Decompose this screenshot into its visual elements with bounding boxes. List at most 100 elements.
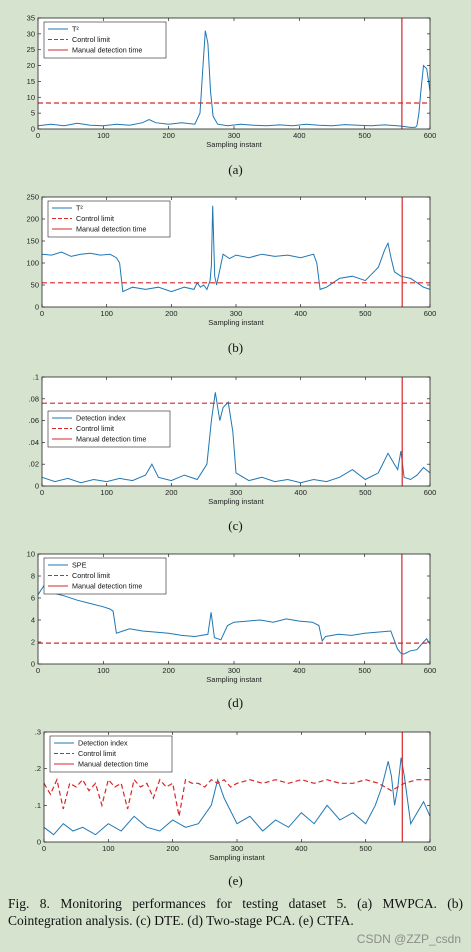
series-line-detection-index [43, 757, 431, 836]
y-tick-label: 200 [26, 215, 39, 224]
series-line-t [41, 205, 431, 293]
x-tick-label: 200 [166, 844, 179, 853]
x-tick-label: 200 [165, 309, 178, 318]
x-tick-label: 200 [162, 131, 175, 140]
x-tick-label: 400 [294, 309, 307, 318]
y-tick-label: 30 [27, 29, 35, 38]
x-tick-label: 100 [97, 666, 110, 675]
x-axis-label: Sampling instant [208, 318, 264, 327]
series-line-detection-index [41, 392, 431, 484]
legend-label: SPE [72, 561, 87, 570]
x-tick-label: 400 [295, 844, 308, 853]
legend-box [49, 735, 173, 773]
legend-box [43, 21, 167, 59]
x-tick-label: 300 [228, 131, 241, 140]
y-tick-label: .06 [29, 416, 39, 425]
figure-caption: Fig. 8. Monitoring performances for test… [8, 896, 463, 928]
x-tick-label: 500 [359, 844, 372, 853]
chart-panel-c: 0 100 200 300 400 500 600 0 .02 .04 .06 .08 .1 Sampli… [29, 373, 437, 507]
x-axis-label: Sampling instant [206, 140, 262, 149]
panel-label-d: (d) [227, 695, 244, 710]
chart-panel-a: 0 100 200 300 400 500 600 0 5 10 15 20 25 30 35 Samplin… [27, 14, 437, 150]
y-tick-label: 0 [35, 482, 39, 491]
legend-label: Manual detection time [72, 582, 142, 591]
y-tick-label: 0 [37, 838, 41, 847]
y-tick-label: .1 [33, 373, 39, 382]
charts-canvas: 0 100 200 300 400 500 60005101520253035Samplin… [26, 14, 437, 863]
x-tick-label: 100 [100, 488, 113, 497]
y-tick-label: 2 [31, 638, 35, 647]
legend-label: Detection index [78, 739, 128, 748]
panel-label-c: (c) [228, 518, 243, 533]
x-tick-label: 500 [358, 666, 371, 675]
legend-label: Control limit [78, 749, 116, 758]
x-tick-label: 600 [424, 666, 437, 675]
y-tick-label: 10 [27, 550, 35, 559]
x-tick-label: 500 [359, 309, 372, 318]
chart-panel-d: 0 100 200 300 400 500 600 0 2 4 6 8 10 Sampling insta… [27, 550, 437, 685]
x-tick-label: 100 [97, 131, 110, 140]
x-tick-label: 600 [424, 309, 437, 318]
x-tick-label: 500 [358, 131, 371, 140]
y-tick-label: 250 [26, 193, 39, 202]
x-tick-label: 600 [424, 844, 437, 853]
x-tick-label: 0 [42, 844, 46, 853]
legend-label: Control limit [76, 424, 114, 433]
y-tick-label: 0 [31, 660, 35, 669]
legend-label: Control limit [72, 35, 110, 44]
x-tick-label: 0 [36, 666, 40, 675]
x-tick-label: 100 [100, 309, 113, 318]
x-tick-label: 600 [424, 488, 437, 497]
y-tick-label: .3 [35, 728, 41, 737]
legend-label: Manual detection time [78, 760, 148, 769]
x-tick-label: 100 [102, 844, 115, 853]
x-tick-label: 600 [424, 131, 437, 140]
watermark: CSDN @ZZP_csdn [356, 932, 461, 946]
y-tick-label: 0 [35, 303, 39, 312]
y-tick-label: 150 [26, 237, 39, 246]
legend-label: Control limit [76, 214, 114, 223]
y-tick-label: .02 [29, 460, 39, 469]
x-tick-label: 400 [293, 666, 306, 675]
x-tick-label: 0 [40, 488, 44, 497]
panel-label-b: (b) [227, 340, 244, 355]
x-tick-label: 0 [40, 309, 44, 318]
y-tick-label: 15 [27, 77, 35, 86]
y-tick-label: 10 [27, 93, 35, 102]
legend-box [47, 410, 171, 448]
legend-box [43, 557, 167, 595]
y-tick-label: 6 [31, 594, 35, 603]
y-tick-label: 100 [26, 259, 39, 268]
legend-box [47, 200, 171, 238]
x-axis-label: Sampling instant [206, 675, 262, 684]
series-line-control-limit [43, 777, 430, 817]
x-tick-label: 300 [230, 309, 243, 318]
chart-panel-e: 0 100 200 300 400 500 600 0 .1 .2 .3 Sampling insta… [35, 728, 437, 863]
legend-label: Control limit [72, 571, 110, 580]
series-line-t [37, 30, 431, 128]
panel-label-e: (e) [228, 873, 243, 888]
x-tick-label: 300 [228, 666, 241, 675]
panel-label-a: (a) [228, 162, 243, 177]
y-tick-label: 5 [31, 109, 35, 118]
legend-label: T² [76, 204, 83, 213]
y-tick-label: 8 [31, 572, 35, 581]
x-tick-label: 200 [162, 666, 175, 675]
legend-label: Manual detection time [76, 435, 146, 444]
y-tick-label: 35 [27, 14, 35, 23]
y-tick-label: 25 [27, 45, 35, 54]
y-tick-label: 4 [31, 616, 35, 625]
x-axis-label: Sampling instant [209, 853, 265, 862]
x-tick-label: 200 [165, 488, 178, 497]
x-tick-label: 300 [231, 844, 244, 853]
y-tick-label: .08 [29, 394, 39, 403]
legend-label: Manual detection time [72, 46, 142, 55]
y-tick-label: 0 [31, 125, 35, 134]
x-tick-label: 0 [36, 131, 40, 140]
y-tick-label: .1 [35, 801, 41, 810]
y-tick-label: .2 [35, 764, 41, 773]
series-line-spe [37, 583, 431, 655]
y-tick-label: 50 [31, 281, 39, 290]
x-axis-label: Sampling instant [208, 497, 264, 506]
